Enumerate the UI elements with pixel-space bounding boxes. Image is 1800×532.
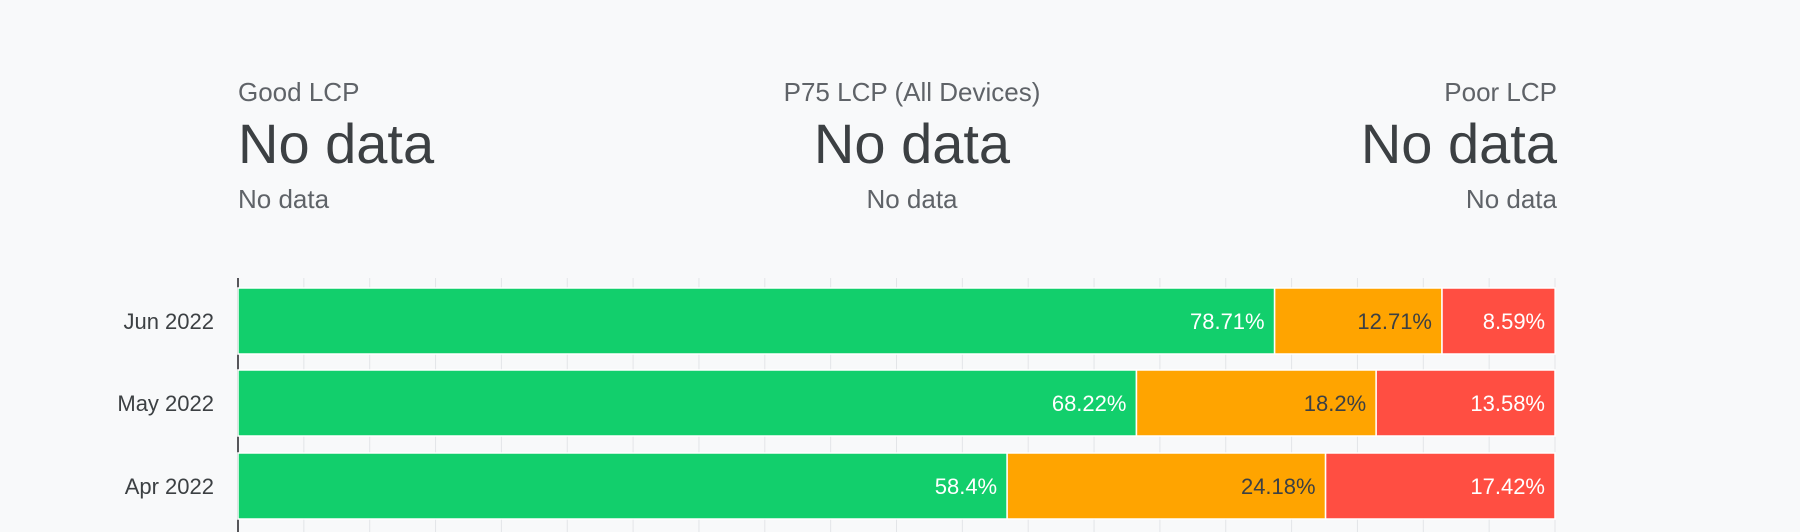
poor-bar-segment	[1441, 287, 1556, 355]
category-label: Jun 2022	[123, 309, 214, 334]
good-bar-segment	[237, 452, 1008, 520]
good-value-label: 58.4%	[935, 474, 997, 499]
good-value-label: 68.22%	[1052, 391, 1127, 416]
p75-lcp-sub: No data	[866, 184, 958, 214]
p75-lcp-label: P75 LCP (All Devices)	[783, 77, 1041, 107]
needs-improvement-bar-segment	[1006, 452, 1327, 520]
poor-value-label: 13.58%	[1470, 391, 1545, 416]
needs-improvement-bar-segment	[1135, 369, 1377, 437]
poor-lcp-sub: No data	[1465, 184, 1557, 214]
good-bar-segment	[237, 369, 1138, 437]
poor-value-label: 8.59%	[1483, 309, 1545, 334]
poor-bar-segment	[1324, 452, 1556, 520]
good-bar-segment	[237, 287, 1276, 355]
bars-layer	[237, 287, 1556, 520]
poor-bar-segment	[1375, 369, 1556, 437]
needs-improvement-value-label: 18.2%	[1304, 391, 1366, 416]
needs-improvement-value-label: 12.71%	[1357, 309, 1432, 334]
p75-lcp-metric: P75 LCP (All Devices) No data No data	[682, 76, 1142, 216]
poor-lcp-label: Poor LCP	[1444, 77, 1557, 107]
poor-lcp-metric: Poor LCP No data No data	[1097, 76, 1557, 216]
labels-layer: Jun 2022 78.71% 12.71% 8.59% May 2022 68.22% 1…	[117, 309, 1545, 499]
good-value-label: 78.71%	[1190, 309, 1265, 334]
good-lcp-sub: No data	[238, 184, 330, 214]
category-label: Apr 2022	[125, 474, 214, 499]
poor-value-label: 17.42%	[1470, 474, 1545, 499]
good-lcp-value: No data	[238, 112, 435, 175]
category-label: May 2022	[117, 391, 214, 416]
good-lcp-label: Good LCP	[238, 77, 360, 107]
poor-lcp-value: No data	[1360, 112, 1557, 175]
p75-lcp-value: No data	[813, 112, 1011, 175]
needs-improvement-bar-segment	[1273, 287, 1443, 355]
good-lcp-metric: Good LCP No data No data	[238, 76, 698, 216]
needs-improvement-value-label: 24.18%	[1241, 474, 1316, 499]
